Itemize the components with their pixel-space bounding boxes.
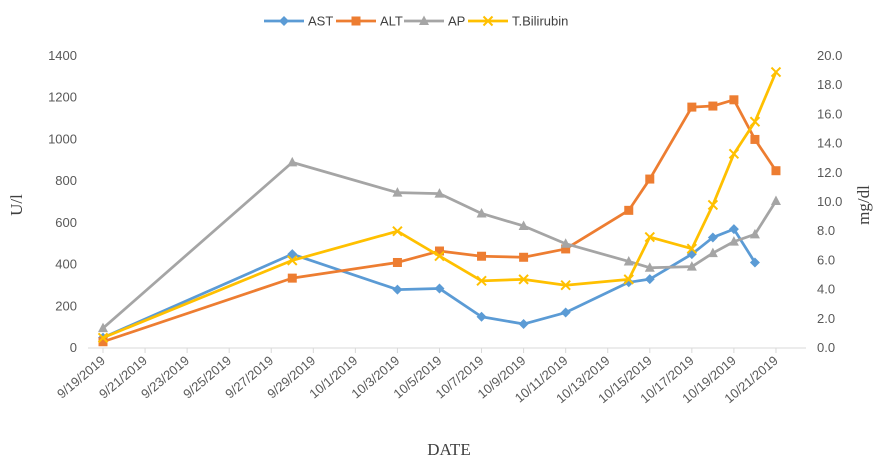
legend-label: ALT <box>380 14 403 29</box>
data-point-marker <box>287 255 298 266</box>
data-point-marker <box>645 174 655 184</box>
data-point-marker <box>707 199 719 211</box>
right-y-tick-label: 18.0 <box>817 77 842 92</box>
data-point-marker <box>686 261 697 271</box>
left-y-axis: 0 200 400 600 800 1000 1200 1400 <box>48 48 77 355</box>
data-point-marker <box>770 195 781 205</box>
right-y-tick-label: 0.0 <box>817 340 835 355</box>
data-point-marker <box>749 228 760 239</box>
plot-area <box>97 66 782 347</box>
data-point-marker <box>749 257 760 268</box>
data-point-marker <box>749 116 761 127</box>
right-y-tick-label: 16.0 <box>817 106 842 121</box>
legend-item: ALT <box>336 14 403 29</box>
series-ap <box>98 156 781 333</box>
data-point-marker <box>560 307 571 318</box>
data-point-marker <box>434 283 445 294</box>
data-point-marker <box>728 224 739 235</box>
data-point-marker <box>770 66 782 78</box>
data-point-marker <box>392 284 403 295</box>
data-point-marker <box>623 274 634 285</box>
data-point-marker <box>476 311 487 322</box>
data-point-marker <box>728 148 740 160</box>
chart-legend: AST ALT AP T.Bilirubin <box>264 14 568 29</box>
data-point-marker <box>519 252 529 262</box>
x-axis-title: DATE <box>427 440 470 459</box>
data-point-marker <box>560 280 571 291</box>
x-axis: 9/19/20199/21/20199/23/20199/25/20199/27… <box>54 347 806 406</box>
left-y-tick-label: 600 <box>55 215 77 230</box>
data-point-marker <box>561 244 571 254</box>
data-point-marker <box>287 273 297 283</box>
series-line <box>101 227 757 339</box>
data-point-marker <box>624 205 634 215</box>
data-point-marker <box>644 262 655 272</box>
data-point-marker <box>687 102 697 112</box>
left-y-tick-label: 800 <box>55 173 77 188</box>
left-y-tick-label: 200 <box>55 298 77 313</box>
legend-item: AP <box>404 14 465 29</box>
data-point-marker <box>518 319 529 330</box>
data-point-marker <box>644 231 655 243</box>
data-point-marker <box>707 232 718 243</box>
data-point-marker <box>476 275 487 287</box>
data-point-marker <box>729 95 739 105</box>
right-y-tick-label: 20.0 <box>817 48 842 63</box>
left-y-tick-label: 0 <box>70 340 77 355</box>
series-alt <box>98 95 781 347</box>
left-y-tick-label: 1400 <box>48 48 77 63</box>
legend-item: T.Bilirubin <box>468 14 568 29</box>
series-ast <box>98 224 760 343</box>
legend-marker <box>351 16 361 26</box>
data-point-marker <box>771 166 781 176</box>
data-point-marker <box>98 337 108 347</box>
data-point-marker <box>392 187 403 197</box>
data-point-marker <box>434 250 445 262</box>
data-point-marker <box>392 257 402 267</box>
legend-label: AST <box>308 14 333 29</box>
data-point-marker <box>728 236 739 246</box>
data-point-marker <box>434 246 444 256</box>
left-y-tick-label: 400 <box>55 257 77 272</box>
data-point-marker <box>560 238 571 248</box>
legend-item: AST <box>264 14 333 29</box>
right-y-tick-label: 8.0 <box>817 223 835 238</box>
data-point-marker <box>518 274 529 285</box>
data-point-marker <box>750 134 760 144</box>
data-point-marker <box>392 225 403 237</box>
legend-label: T.Bilirubin <box>512 14 568 29</box>
data-point-marker <box>623 255 634 266</box>
right-y-tick-label: 14.0 <box>817 136 842 151</box>
right-y-tick-label: 10.0 <box>817 194 842 209</box>
data-point-marker <box>98 322 108 333</box>
right-y-tick-label: 4.0 <box>817 282 835 297</box>
data-point-marker <box>707 247 718 258</box>
legend-label: AP <box>448 14 465 29</box>
data-point-marker <box>477 251 487 261</box>
right-y-axis-title: mg/dl <box>854 185 873 225</box>
data-point-marker <box>97 332 109 343</box>
legend-marker <box>279 16 289 26</box>
right-y-tick-label: 12.0 <box>817 165 842 180</box>
legend-marker <box>419 15 429 25</box>
legend-marker <box>482 15 494 27</box>
data-point-marker <box>287 156 298 167</box>
left-y-tick-label: 1200 <box>48 90 77 105</box>
right-y-axis: 0.0 2.0 4.0 6.0 8.0 10.0 12.0 14.0 16.0 18.0 20.0 <box>817 48 842 355</box>
data-point-marker <box>476 207 487 218</box>
data-point-marker <box>686 243 698 254</box>
data-point-marker <box>434 188 445 198</box>
right-y-tick-label: 2.0 <box>817 311 835 326</box>
right-y-tick-label: 6.0 <box>817 252 835 267</box>
data-point-marker <box>518 220 529 230</box>
series-t-bilirubin <box>97 66 782 343</box>
data-point-marker <box>644 274 655 285</box>
data-point-marker <box>708 101 718 111</box>
series-line <box>101 70 778 340</box>
series-line <box>101 98 778 344</box>
left-y-tick-label: 1000 <box>48 131 77 146</box>
left-y-axis-title: U/l <box>7 194 26 216</box>
